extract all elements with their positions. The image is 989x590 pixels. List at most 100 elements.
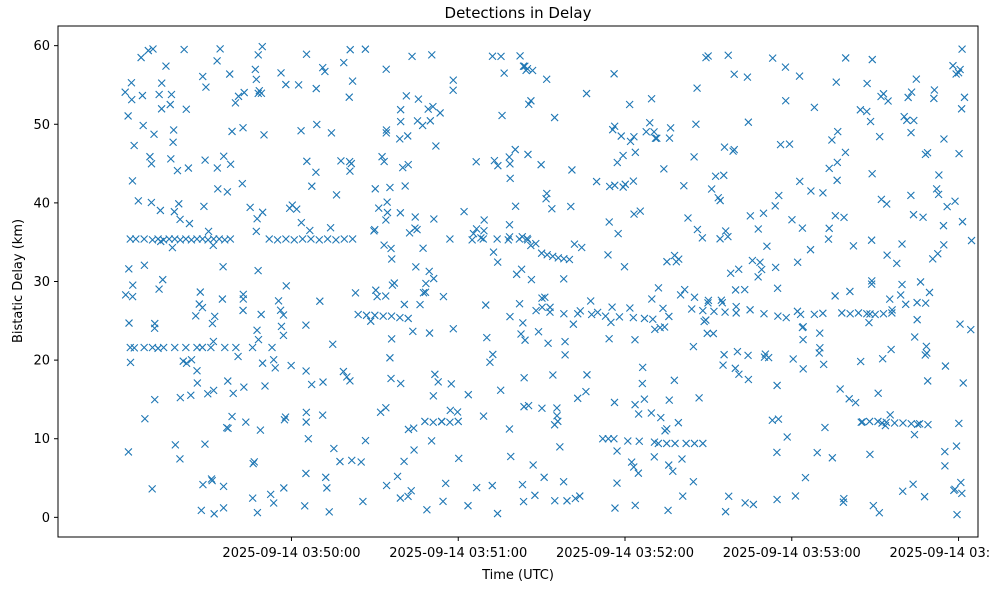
- detection-marker: [684, 214, 692, 222]
- detection-marker: [553, 404, 561, 412]
- detection-marker: [774, 191, 783, 200]
- detection-marker: [854, 309, 863, 317]
- detection-marker: [538, 294, 546, 302]
- detection-marker: [760, 353, 769, 362]
- detection-marker: [447, 380, 456, 388]
- detection-marker: [887, 309, 896, 317]
- detection-marker: [166, 100, 175, 109]
- detection-marker: [771, 263, 780, 272]
- detection-marker: [387, 374, 395, 383]
- detection-marker: [472, 157, 481, 166]
- detection-marker: [179, 357, 188, 366]
- detection-marker: [147, 159, 156, 168]
- detection-marker: [269, 355, 278, 364]
- detection-marker: [746, 211, 755, 220]
- detection-marker: [128, 292, 137, 301]
- detection-marker: [958, 45, 966, 54]
- detection-marker: [420, 417, 429, 426]
- detection-marker: [254, 89, 263, 98]
- detection-marker: [527, 275, 536, 284]
- detection-marker: [193, 379, 202, 387]
- detection-marker: [815, 349, 824, 357]
- detection-marker: [396, 379, 405, 388]
- detection-marker: [692, 120, 700, 129]
- detection-marker: [783, 433, 792, 441]
- detection-marker: [619, 151, 627, 160]
- detection-marker: [300, 501, 309, 510]
- detection-marker: [607, 318, 615, 327]
- detection-marker: [773, 284, 782, 293]
- detection-marker: [756, 258, 764, 267]
- detection-marker: [664, 312, 673, 321]
- detection-marker: [395, 134, 404, 143]
- detection-marker: [664, 461, 673, 469]
- detection-marker: [260, 131, 268, 139]
- detection-marker: [159, 343, 168, 352]
- detection-marker: [216, 45, 225, 53]
- x-axis-ticks: 2025-09-14 03:50:00 2025-09-14 03:51:00 20…: [222, 537, 989, 561]
- detection-marker: [279, 311, 288, 319]
- detection-marker: [666, 124, 675, 132]
- detection-marker: [932, 184, 941, 193]
- detection-marker: [315, 235, 324, 244]
- detection-marker: [126, 343, 135, 352]
- detection-marker: [555, 442, 564, 451]
- detection-marker: [561, 351, 569, 359]
- detection-marker: [939, 240, 948, 249]
- detection-marker: [320, 67, 329, 76]
- detection-marker: [819, 360, 828, 369]
- detection-marker: [454, 417, 463, 426]
- detection-marker: [810, 310, 819, 319]
- detection-marker: [522, 66, 530, 75]
- detection-marker: [613, 479, 621, 487]
- detection-marker: [831, 292, 840, 300]
- detection-marker: [201, 156, 209, 165]
- detection-marker: [339, 367, 348, 376]
- detection-marker: [302, 469, 310, 478]
- detection-marker: [740, 285, 749, 294]
- detection-marker: [511, 145, 520, 154]
- detection-marker: [604, 434, 613, 443]
- detection-marker: [287, 361, 296, 370]
- detection-marker: [518, 318, 527, 327]
- detection-marker: [426, 116, 435, 125]
- detection-marker: [519, 62, 528, 71]
- detection-marker: [720, 350, 728, 359]
- detection-marker: [604, 251, 612, 259]
- detection-marker: [393, 472, 402, 481]
- detection-marker: [302, 367, 310, 375]
- detection-marker: [130, 141, 139, 150]
- detection-marker: [892, 259, 901, 268]
- detection-marker: [268, 343, 276, 352]
- detection-marker: [279, 331, 288, 340]
- detection-marker: [840, 213, 848, 222]
- detection-marker: [757, 265, 766, 274]
- detection-marker: [126, 358, 135, 367]
- detection-marker: [380, 241, 388, 250]
- detection-marker: [724, 492, 733, 501]
- detection-marker: [656, 413, 665, 422]
- detection-marker: [169, 126, 178, 134]
- detection-marker: [200, 202, 208, 211]
- detection-marker: [866, 450, 874, 459]
- detection-marker: [943, 202, 952, 211]
- detection-marker: [213, 57, 221, 65]
- detection-marker: [671, 439, 679, 448]
- detection-marker: [346, 377, 354, 385]
- detection-marker: [799, 335, 807, 344]
- detection-marker: [446, 235, 454, 243]
- scatter-marks: [121, 42, 976, 519]
- detection-marker: [698, 306, 707, 315]
- detection-marker: [608, 125, 617, 134]
- detection-marker: [634, 410, 643, 418]
- detection-marker: [219, 262, 227, 271]
- detection-marker: [326, 223, 335, 232]
- detection-marker: [176, 455, 184, 463]
- detection-marker: [731, 286, 740, 294]
- detection-marker: [542, 75, 551, 84]
- detection-marker: [768, 416, 777, 425]
- detection-marker: [934, 171, 943, 179]
- detection-marker: [862, 309, 871, 318]
- detection-marker: [155, 285, 163, 294]
- detection-marker: [124, 112, 133, 120]
